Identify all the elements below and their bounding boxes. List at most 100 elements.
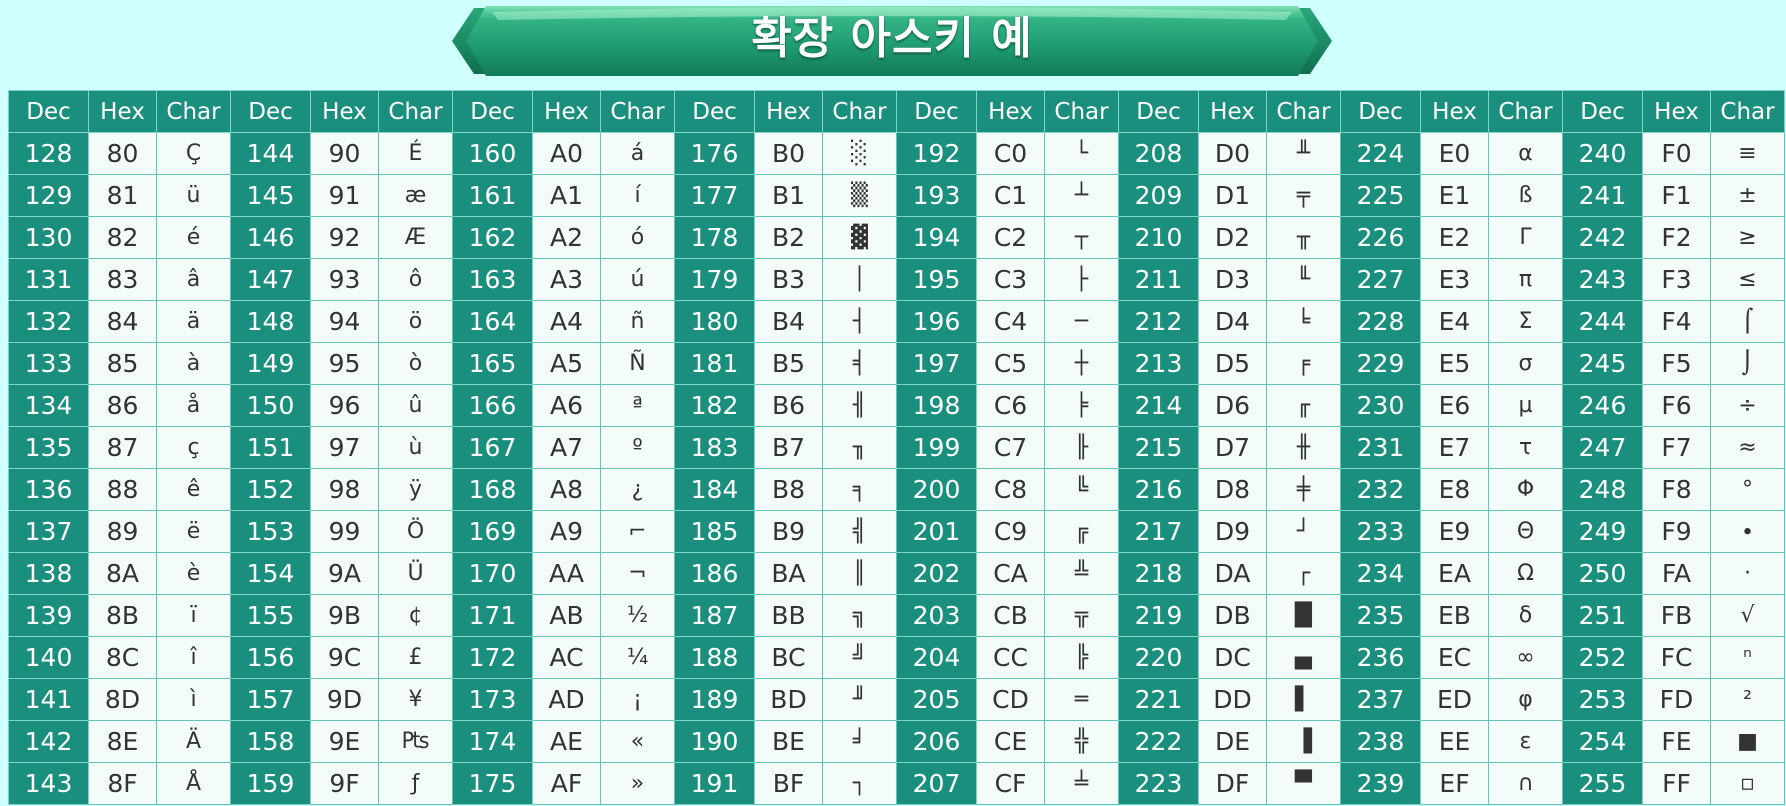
- dec-cell: 149: [230, 342, 311, 385]
- char-cell: ¢: [378, 594, 453, 637]
- hex-cell: B6: [754, 384, 823, 427]
- hex-cell: FE: [1642, 720, 1711, 763]
- dec-cell: 219: [1118, 594, 1199, 637]
- char-cell: ╠: [1044, 636, 1119, 679]
- dec-cell: 216: [1118, 468, 1199, 511]
- hex-cell: CD: [976, 678, 1045, 721]
- char-cell: ■: [1710, 720, 1785, 763]
- char-cell: │: [822, 258, 897, 301]
- char-cell: ╥: [1266, 216, 1341, 259]
- hex-cell: A7: [532, 426, 601, 469]
- hex-cell: 9C: [310, 636, 379, 679]
- char-cell: ≈: [1710, 426, 1785, 469]
- dec-cell: 152: [230, 468, 311, 511]
- hex-cell: D0: [1198, 132, 1267, 175]
- hex-cell: EE: [1420, 720, 1489, 763]
- banner-ribbon-shape: [452, 6, 1332, 76]
- char-cell: ╛: [822, 720, 897, 763]
- char-cell: ║: [822, 552, 897, 595]
- hex-cell: 8B: [88, 594, 157, 637]
- dec-cell: 136: [8, 468, 89, 511]
- char-cell: ₧: [378, 720, 453, 763]
- column-header-dec: Dec: [674, 90, 755, 133]
- dec-cell: 171: [452, 594, 533, 637]
- page-title: 확장 아스키 예: [751, 13, 1033, 64]
- dec-cell: 211: [1118, 258, 1199, 301]
- dec-cell: 215: [1118, 426, 1199, 469]
- hex-cell: D1: [1198, 174, 1267, 217]
- hex-cell: DF: [1198, 762, 1267, 805]
- column-header-dec: Dec: [230, 90, 311, 133]
- char-cell: ¬: [600, 552, 675, 595]
- hex-cell: E7: [1420, 426, 1489, 469]
- hex-cell: B4: [754, 300, 823, 343]
- char-cell: ⁿ: [1710, 636, 1785, 679]
- dec-cell: 148: [230, 300, 311, 343]
- dec-cell: 157: [230, 678, 311, 721]
- hex-cell: 85: [88, 342, 157, 385]
- char-cell: Θ: [1488, 510, 1563, 553]
- dec-cell: 212: [1118, 300, 1199, 343]
- hex-cell: FA: [1642, 552, 1711, 595]
- dec-cell: 143: [8, 762, 89, 805]
- table-row: 142 8E Ä 158 9E ₧ 174 AE «190 BE ╛ 206 CE ╬ 222 DE ▐ 238 E…: [8, 720, 1785, 763]
- table-row: 133 85 à 149 95 ò 165 A5 Ñ 181 B5 ╡ 197 C5 ┼ 213 D5 ╒ 229 E…: [8, 342, 1785, 385]
- char-cell: ┤: [822, 300, 897, 343]
- hex-cell: E8: [1420, 468, 1489, 511]
- dec-cell: 175: [452, 762, 533, 805]
- char-cell: ▀: [1266, 762, 1341, 805]
- char-cell: ∞: [1488, 636, 1563, 679]
- hex-cell: DD: [1198, 678, 1267, 721]
- char-cell: ü: [156, 174, 231, 217]
- dec-cell: 223: [1118, 762, 1199, 805]
- dec-cell: 249: [1562, 510, 1643, 553]
- dec-cell: 131: [8, 258, 89, 301]
- hex-cell: A0: [532, 132, 601, 175]
- char-cell: ≤: [1710, 258, 1785, 301]
- char-cell: î: [156, 636, 231, 679]
- hex-cell: F0: [1642, 132, 1711, 175]
- hex-cell: B7: [754, 426, 823, 469]
- char-cell: ≥: [1710, 216, 1785, 259]
- column-header-hex: Hex: [976, 90, 1045, 133]
- dec-cell: 209: [1118, 174, 1199, 217]
- dec-cell: 140: [8, 636, 89, 679]
- char-cell: æ: [378, 174, 453, 217]
- dec-cell: 169: [452, 510, 533, 553]
- char-cell: ÿ: [378, 468, 453, 511]
- dec-cell: 129: [8, 174, 89, 217]
- ascii-table-container: Dec Hex Char Dec Hex Char Dec Hex Char Dec Hex Char…: [8, 90, 1785, 805]
- dec-cell: 181: [674, 342, 755, 385]
- dec-cell: 188: [674, 636, 755, 679]
- hex-cell: F6: [1642, 384, 1711, 427]
- hex-cell: 98: [310, 468, 379, 511]
- dec-cell: 200: [896, 468, 977, 511]
- dec-cell: 130: [8, 216, 89, 259]
- dec-cell: 203: [896, 594, 977, 637]
- hex-cell: 82: [88, 216, 157, 259]
- char-cell: ε: [1488, 720, 1563, 763]
- char-cell: ô: [378, 258, 453, 301]
- hex-cell: 84: [88, 300, 157, 343]
- char-cell: ö: [378, 300, 453, 343]
- hex-cell: E5: [1420, 342, 1489, 385]
- hex-cell: 9B: [310, 594, 379, 637]
- table-row: 132 84 ä 148 94 ö 164 A4 ñ 180 B4 ┤ 196 C4 ─ 212 D4 ╘ 228 E…: [8, 300, 1785, 343]
- dec-cell: 173: [452, 678, 533, 721]
- dec-cell: 237: [1340, 678, 1421, 721]
- hex-cell: C7: [976, 426, 1045, 469]
- char-cell: ¥: [378, 678, 453, 721]
- char-cell: Γ: [1488, 216, 1563, 259]
- hex-cell: 9D: [310, 678, 379, 721]
- hex-cell: D9: [1198, 510, 1267, 553]
- dec-cell: 155: [230, 594, 311, 637]
- char-cell: °: [1710, 468, 1785, 511]
- hex-cell: 83: [88, 258, 157, 301]
- char-cell: ┘: [1266, 510, 1341, 553]
- dec-cell: 137: [8, 510, 89, 553]
- hex-cell: A1: [532, 174, 601, 217]
- hex-cell: C2: [976, 216, 1045, 259]
- hex-cell: F3: [1642, 258, 1711, 301]
- dec-cell: 206: [896, 720, 977, 763]
- dec-cell: 158: [230, 720, 311, 763]
